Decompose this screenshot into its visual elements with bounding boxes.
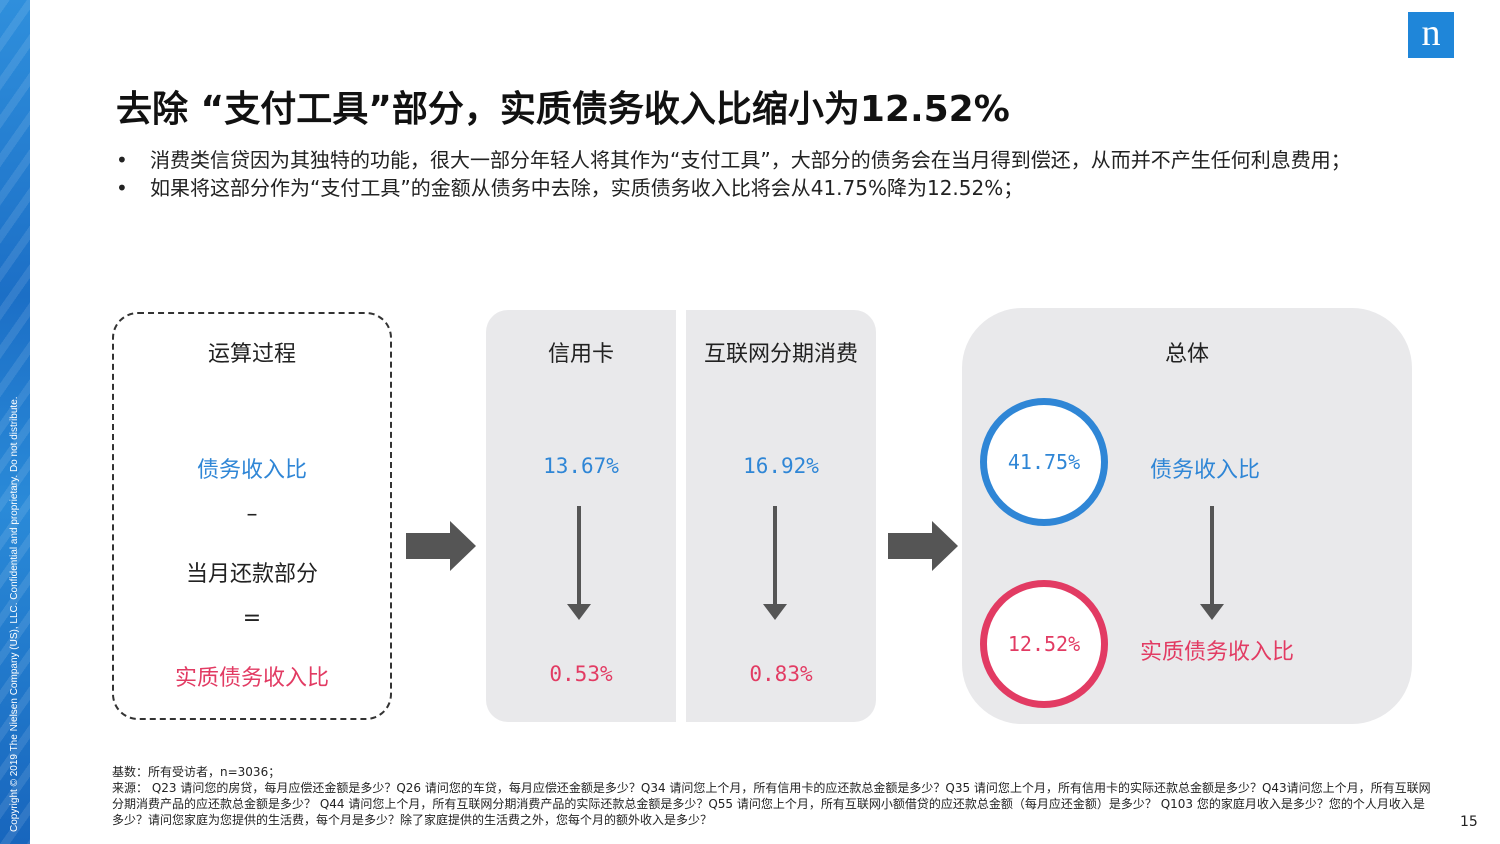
process-minus: –	[246, 502, 258, 527]
internet-debt-ratio: 16.92%	[743, 454, 819, 478]
copyright-notice: Copyright © 2019 The Nielsen Company (US…	[9, 396, 20, 832]
page-number: 15	[1460, 814, 1478, 830]
credit-card-panel	[486, 310, 676, 722]
process-real-debt-ratio: 实质债务收入比	[174, 666, 329, 691]
down-arrow-icon	[567, 506, 591, 620]
process-monthly-repayment: 当月还款部分	[185, 562, 318, 587]
bullet-dot-icon: •	[116, 176, 128, 200]
process-box	[112, 312, 392, 720]
bullet-dot-icon: •	[116, 148, 128, 172]
bullet-list: • 消费类信贷因为其独特的功能，很大一部分年轻人将其作为“支付工具”，大部分的债…	[116, 146, 1436, 202]
process-equals: =	[242, 606, 262, 631]
total-heading: 总体	[1164, 342, 1209, 367]
internet-real-ratio: 0.83%	[749, 662, 813, 686]
right-arrow-icon	[888, 521, 958, 571]
bullet-text: 消费类信贷因为其独特的功能，很大一部分年轻人将其作为“支付工具”，大部分的债务会…	[150, 148, 1351, 172]
total-real-ratio-circle: 12.52%	[980, 580, 1108, 708]
process-heading: 运算过程	[207, 342, 296, 367]
credit-card-real-ratio: 0.53%	[549, 662, 613, 686]
footnote-base: 基数：所有受访者，n=3036；	[112, 765, 281, 779]
total-debt-ratio-label: 债务收入比	[1150, 458, 1261, 483]
bullet-item: • 消费类信贷因为其独特的功能，很大一部分年轻人将其作为“支付工具”，大部分的债…	[116, 146, 1436, 174]
page-title: 去除 “支付工具”部分，实质债务收入比缩小为12.52%	[116, 89, 1010, 130]
credit-card-debt-ratio: 13.67%	[543, 454, 619, 478]
footnote: 基数：所有受访者，n=3036； 来源： Q23 请问您的房贷，每月应偿还金额是…	[112, 764, 1432, 828]
right-arrow-icon	[406, 521, 476, 571]
bullet-text: 如果将这部分作为“支付工具”的金额从债务中去除，实质债务收入比将会从41.75%…	[150, 176, 1024, 200]
nielsen-logo: n	[1408, 12, 1454, 58]
total-real-ratio-value: 12.52%	[1007, 632, 1081, 656]
internet-installment-panel	[686, 310, 876, 722]
process-debt-ratio: 债务收入比	[196, 458, 307, 483]
total-debt-ratio-value: 41.75%	[1007, 450, 1081, 474]
footnote-source: 来源： Q23 请问您的房贷，每月应偿还金额是多少？Q26 请问您的车贷，每月应…	[112, 781, 1431, 827]
down-arrow-icon	[763, 506, 787, 620]
internet-heading: 互联网分期消费	[703, 342, 858, 367]
total-real-ratio-label: 实质债务收入比	[1140, 640, 1295, 665]
bullet-item: • 如果将这部分作为“支付工具”的金额从债务中去除，实质债务收入比将会从41.7…	[116, 174, 1436, 202]
credit-card-heading: 信用卡	[547, 342, 614, 367]
total-debt-ratio-circle: 41.75%	[980, 398, 1108, 526]
down-arrow-icon	[1200, 506, 1224, 620]
left-decorative-sidebar: Copyright © 2019 The Nielsen Company (US…	[0, 0, 30, 844]
